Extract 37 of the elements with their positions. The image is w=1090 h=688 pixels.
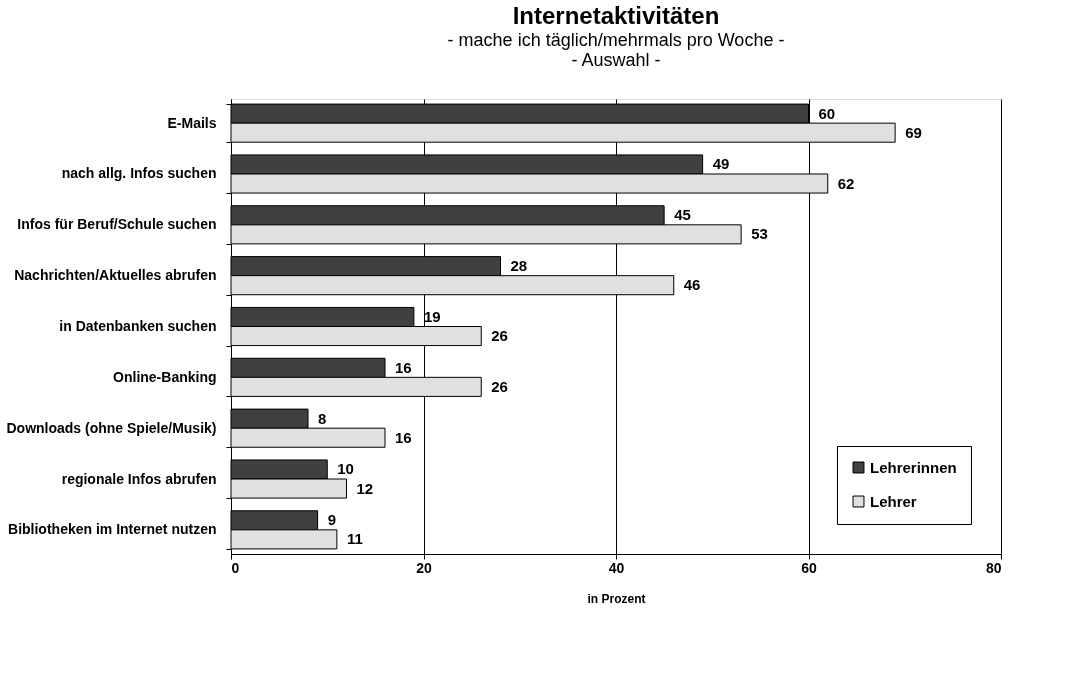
data-label: 62 <box>837 174 855 192</box>
data-label: 16 <box>395 428 412 446</box>
data-label: 8 <box>318 409 327 427</box>
data-label: 10 <box>337 460 354 478</box>
data-label: 46 <box>683 276 701 294</box>
legend-label: Lehrerinnen <box>870 458 957 476</box>
y-tick-label: E-Mails <box>167 114 217 131</box>
y-tick-label: in Datenbanken suchen <box>59 318 217 334</box>
data-label: 16 <box>395 358 412 376</box>
legend-label: Lehrer <box>870 492 917 510</box>
x-tick-label: 40 <box>608 559 625 576</box>
chart-title: Internetaktivitäten <box>512 2 720 29</box>
data-label: 9 <box>327 511 336 529</box>
data-label: 26 <box>491 377 508 395</box>
y-tick-label: Downloads (ohne Spiele/Musik) <box>6 419 217 436</box>
y-tick-label: regionale Infos abrufen <box>61 470 217 487</box>
y-tick-label: Bibliotheken im Internet nutzen <box>8 521 217 538</box>
x-tick-label: 60 <box>801 559 817 576</box>
chart-subtitle: - mache ich täglich/mehrmals pro Woche - - Auswahl - <box>447 30 785 70</box>
x-tick-label: 20 <box>416 559 432 576</box>
data-label: 49 <box>712 155 730 173</box>
y-tick-label: Infos für Beruf/Schule suchen <box>17 216 217 233</box>
data-label: 11 <box>346 530 363 548</box>
data-label: 45 <box>674 206 691 224</box>
data-label: 12 <box>356 479 374 497</box>
x-axis-title: in Prozent <box>587 591 646 606</box>
x-tick-label: 80 <box>985 559 1002 576</box>
y-tick-label: Online-Banking <box>113 368 217 385</box>
data-label: 53 <box>751 225 768 243</box>
y-tick-label: Nachrichten/Aktuelles abrufen <box>14 267 217 284</box>
data-label: 19 <box>423 307 441 325</box>
data-label: 60 <box>818 104 836 122</box>
data-label: 26 <box>491 327 508 345</box>
data-label: 69 <box>905 123 922 141</box>
data-label: 28 <box>510 257 528 275</box>
x-tick-label: 0 <box>231 559 240 576</box>
y-tick-label: nach allg. Infos suchen <box>61 165 217 182</box>
